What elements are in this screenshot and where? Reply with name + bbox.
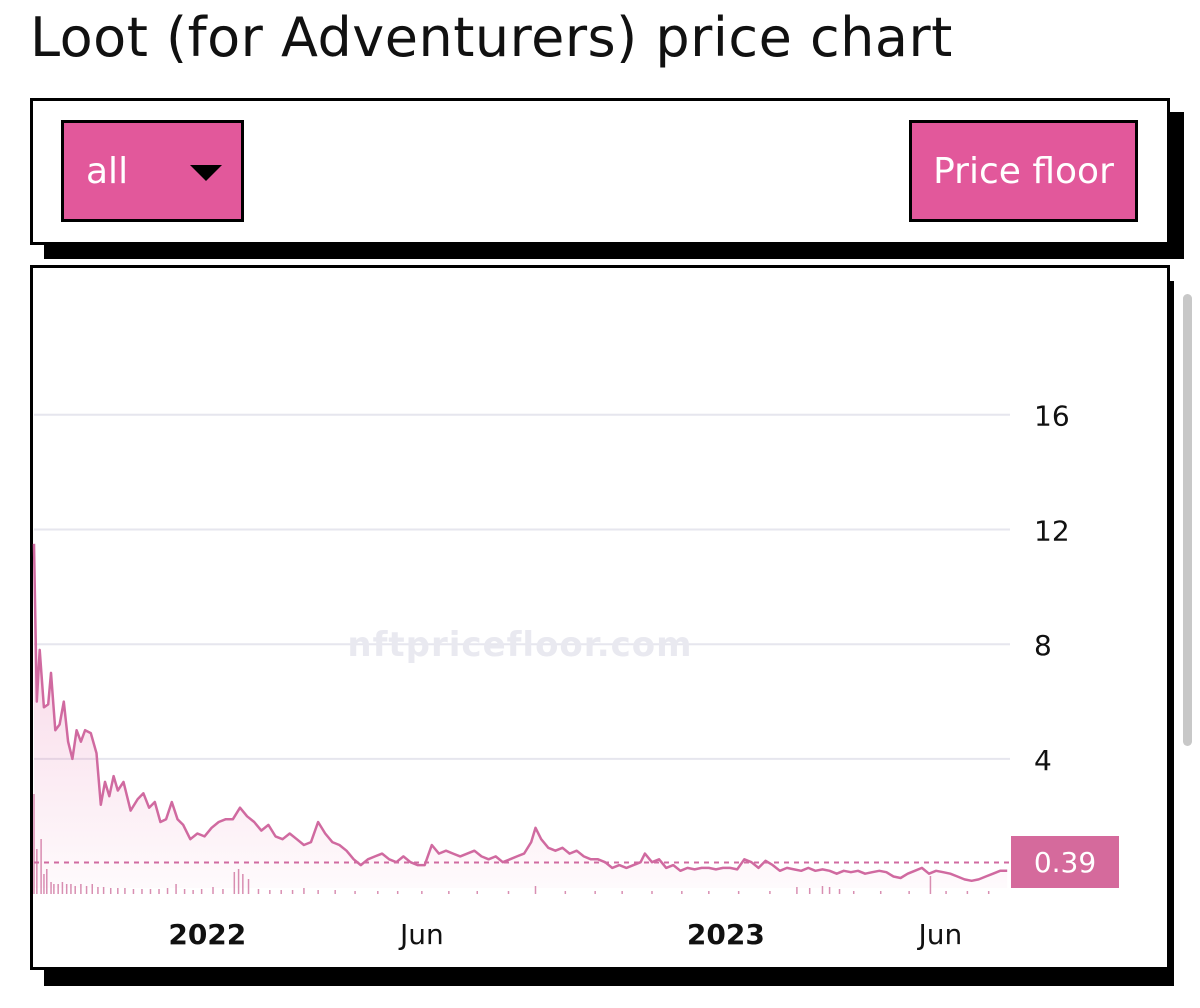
metric-button-label: Price floor: [933, 151, 1114, 192]
chart-panel: [30, 265, 1170, 970]
chevron-down-icon: [190, 165, 222, 181]
period-select-label: all: [86, 151, 129, 192]
page-title: Loot (for Adventurers) price chart: [30, 6, 953, 69]
metric-button[interactable]: Price floor: [909, 120, 1138, 222]
page-scrollbar[interactable]: [1183, 294, 1192, 746]
period-select-button[interactable]: all: [61, 120, 244, 222]
